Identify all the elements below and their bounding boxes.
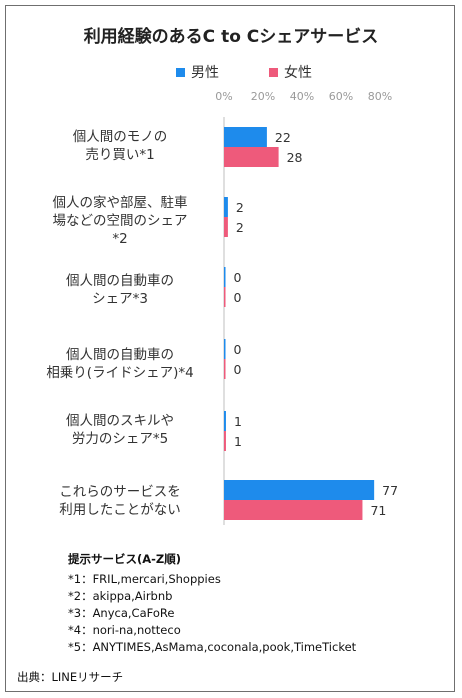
data-label-male-4: 0 <box>234 342 242 357</box>
category-label-4: 個人間の自動車の 相乗り(ライドシェア)*4 <box>46 347 194 381</box>
bar-female-3 <box>224 287 226 307</box>
chart-frame <box>5 5 455 692</box>
bar-male-3 <box>224 267 226 287</box>
category-label-5: 個人間のスキルや 労力のシェア*5 <box>66 413 174 447</box>
data-label-female-5: 1 <box>234 434 242 449</box>
data-label-male-5: 1 <box>234 414 242 429</box>
source-credit: 出典：LINEリサーチ <box>17 670 124 684</box>
category-label-6: これらのサービスを 利用したことがない <box>59 484 181 518</box>
category-label-1: 個人間のモノの 売り買い*1 <box>72 129 168 163</box>
legend-male-swatch <box>176 67 185 77</box>
legend-female-label: 女性 <box>284 65 312 81</box>
note-line-3: *3：Anyca,CaFoRe <box>68 606 175 620</box>
note-line-2: *2：akippa,Airbnb <box>68 589 173 603</box>
x-tick-label: 80% <box>368 90 392 103</box>
notes-heading: 提示サービス(A-Z順) <box>68 552 182 566</box>
x-tick-label: 60% <box>329 90 353 103</box>
note-line-1: *1：FRIL,mercari,Shoppies <box>68 572 221 586</box>
bar-male-2 <box>224 197 228 217</box>
data-label-female-6: 71 <box>370 503 386 518</box>
note-line-4: *4：nori-na,notteco <box>68 623 181 637</box>
legend-male-label: 男性 <box>191 65 219 81</box>
bar-male-5 <box>224 411 226 431</box>
bar-female-1 <box>224 147 279 167</box>
legend-female: 女性 <box>269 62 312 82</box>
bar-female-2 <box>224 217 228 237</box>
bar-female-4 <box>224 359 226 379</box>
data-label-male-3: 0 <box>234 270 242 285</box>
x-tick-label: 40% <box>290 90 314 103</box>
data-label-male-2: 2 <box>236 200 244 215</box>
category-label-2: 個人の家や部屋、駐車 場などの空間のシェア *2 <box>52 195 188 247</box>
bar-male-1 <box>224 127 267 147</box>
bar-male-6 <box>224 480 375 500</box>
x-tick-label: 0% <box>215 90 232 103</box>
bar-female-5 <box>224 431 226 451</box>
data-label-male-6: 77 <box>382 483 398 498</box>
x-tick-label: 20% <box>251 90 275 103</box>
legend-female-swatch <box>269 67 278 77</box>
notes-block: 提示サービス(A-Z順) *1：FRIL,mercari,Shoppies *2… <box>68 551 356 656</box>
data-label-female-2: 2 <box>236 220 244 235</box>
data-label-female-3: 0 <box>234 290 242 305</box>
chart-title: 利用経験のあるC to Cシェアサービス <box>83 27 379 47</box>
bar-male-4 <box>224 339 226 359</box>
category-label-3: 個人間の自動車の シェア*3 <box>66 273 174 307</box>
data-label-female-4: 0 <box>234 362 242 377</box>
data-label-male-1: 22 <box>275 130 291 145</box>
legend-male: 男性 <box>176 62 219 82</box>
note-line-5: *5：ANYTIMES,AsMama,coconala,pook,TimeTic… <box>68 640 357 654</box>
bar-female-6 <box>224 500 363 520</box>
data-label-female-1: 28 <box>287 150 303 165</box>
